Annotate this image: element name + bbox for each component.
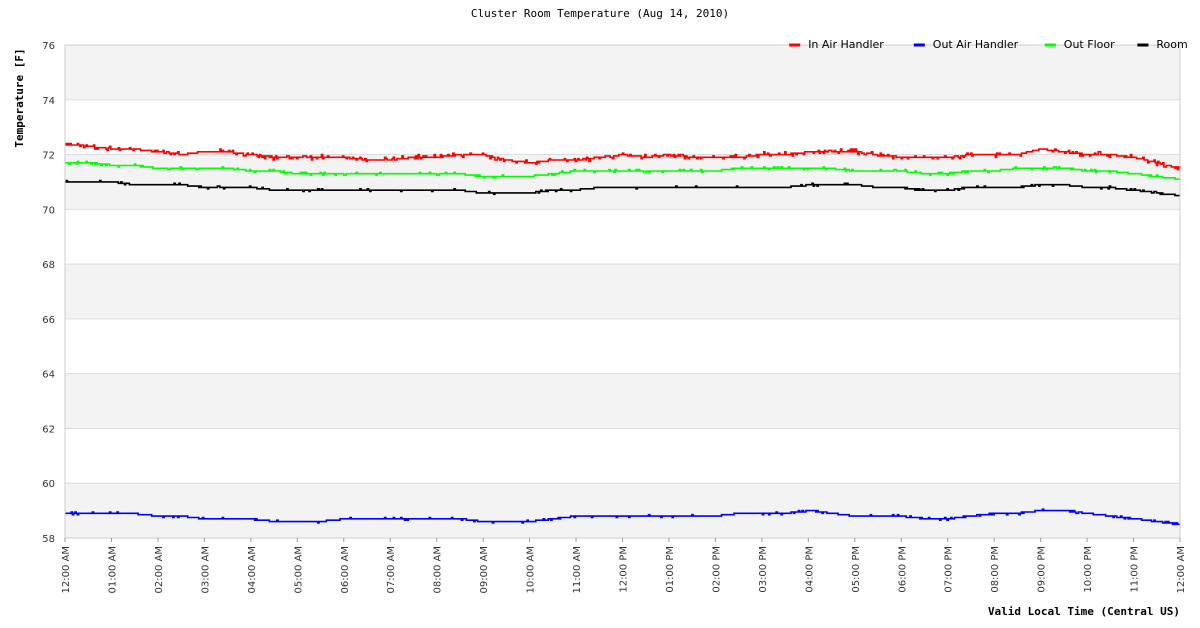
- x-tick-label: 09:00 PM: [1037, 546, 1048, 593]
- x-tick-label: 02:00 PM: [711, 546, 722, 593]
- x-tick-label: 03:00 PM: [758, 546, 769, 593]
- x-tick-label: 04:00 PM: [804, 546, 815, 593]
- y-tick-label: 60: [42, 479, 55, 490]
- legend: Room Out Floor Out Air Handler In Air Handl…: [789, 38, 1188, 51]
- legend-label-out-floor: Out Floor: [1064, 38, 1115, 51]
- x-tick-label: 08:00 PM: [990, 546, 1001, 593]
- x-tick-label: 03:00 AM: [200, 546, 211, 593]
- x-tick-label: 07:00 PM: [944, 546, 955, 593]
- x-tick-label: 11:00 AM: [572, 546, 583, 593]
- x-tick-label: 01:00 PM: [665, 546, 676, 593]
- legend-swatch-out-floor: [1044, 43, 1056, 47]
- x-axis-title: Valid Local Time (Central US): [988, 605, 1180, 618]
- x-tick-label: 09:00 AM: [479, 546, 490, 593]
- y-tick-label: 62: [42, 424, 55, 435]
- grid-band: [65, 264, 1180, 319]
- x-tick-label: 01:00 AM: [107, 546, 118, 593]
- legend-swatch-room: [1137, 43, 1149, 47]
- y-axis-ticks: 58 60 62 64 66 68 70 72 74 76: [42, 41, 55, 545]
- legend-label-in-air-handler: In Air Handler: [808, 38, 884, 51]
- x-tick-label: 10:00 AM: [526, 546, 537, 593]
- y-tick-label: 76: [42, 41, 55, 52]
- x-tick-label: 02:00 AM: [154, 546, 165, 593]
- y-tick-label: 70: [42, 205, 55, 216]
- x-tick-label: 06:00 AM: [340, 546, 351, 593]
- grid-band: [65, 99, 1180, 155]
- x-tick-label: 06:00 PM: [897, 546, 908, 593]
- x-axis-ticks: 12:00 AM 01:00 AM 02:00 AM 03:00 AM 04:00 AM…: [61, 538, 1187, 593]
- grid-band: [65, 428, 1180, 484]
- y-tick-label: 66: [42, 315, 55, 326]
- y-tick-label: 58: [42, 534, 55, 545]
- x-tick-label: 11:00 PM: [1130, 546, 1141, 593]
- y-axis-title: Temperature [F]: [13, 48, 26, 147]
- y-tick-label: 64: [42, 370, 55, 381]
- grid-band: [65, 373, 1180, 429]
- x-tick-label: 12:00 AM: [1176, 546, 1187, 593]
- x-tick-label: 07:00 AM: [386, 546, 397, 593]
- x-tick-label: 08:00 AM: [433, 546, 444, 593]
- series-line-in-air-handler: [65, 142, 1181, 171]
- series-layer: [65, 142, 1181, 526]
- x-tick-label: 05:00 AM: [293, 546, 304, 593]
- grid-band: [65, 45, 1180, 100]
- grid-band: [65, 209, 1180, 265]
- x-tick-label: 05:00 PM: [851, 546, 862, 593]
- legend-swatch-in-air-handler: [789, 43, 801, 47]
- legend-swatch-out-air-handler: [913, 43, 925, 47]
- series-line-out-air-handler: [65, 508, 1180, 526]
- legend-label-room: Room: [1156, 38, 1187, 51]
- grid-band: [65, 318, 1180, 374]
- y-tick-label: 74: [42, 96, 55, 107]
- grid-band: [65, 154, 1180, 210]
- grid-bands: [65, 45, 1180, 538]
- y-tick-label: 72: [42, 151, 55, 162]
- x-tick-label: 12:00 PM: [619, 546, 630, 593]
- legend-label-out-air-handler: Out Air Handler: [933, 38, 1019, 51]
- grid-band: [65, 483, 1180, 538]
- x-tick-label: 12:00 AM: [61, 546, 72, 593]
- series-line-room: [65, 179, 1180, 197]
- x-tick-label: 10:00 PM: [1083, 546, 1094, 593]
- series-line-out-floor: [65, 160, 1180, 180]
- chart-title: Cluster Room Temperature (Aug 14, 2010): [471, 7, 729, 20]
- x-tick-label: 04:00 AM: [247, 546, 258, 593]
- y-tick-label: 68: [42, 260, 55, 271]
